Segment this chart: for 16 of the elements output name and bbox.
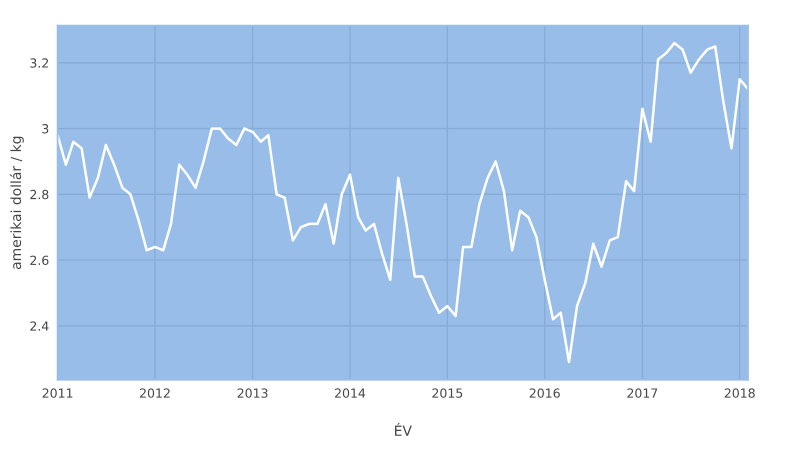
y-tick-label: 3.2 bbox=[30, 58, 48, 68]
x-axis-title: ÉV bbox=[395, 422, 412, 436]
line-series bbox=[58, 42, 748, 364]
y-tick-label: 2.8 bbox=[30, 190, 48, 200]
x-tick-label: 2016 bbox=[530, 388, 560, 398]
x-tick-label: 2011 bbox=[42, 388, 72, 398]
y-tick-label: 2.4 bbox=[30, 321, 49, 331]
y-tick-label: 2.6 bbox=[30, 256, 48, 266]
x-tick-label: 2014 bbox=[334, 388, 366, 398]
x-tick-label: 2012 bbox=[140, 388, 170, 398]
y-axis-title: amerikai dollár / kg bbox=[10, 136, 24, 270]
y-tick-label: 3 bbox=[42, 124, 48, 134]
x-tick-label: 2018 bbox=[724, 388, 755, 398]
x-tick-label: 2015 bbox=[432, 388, 462, 398]
x-tick-label: 2017 bbox=[627, 388, 658, 398]
x-tick-label: 2013 bbox=[238, 388, 268, 398]
